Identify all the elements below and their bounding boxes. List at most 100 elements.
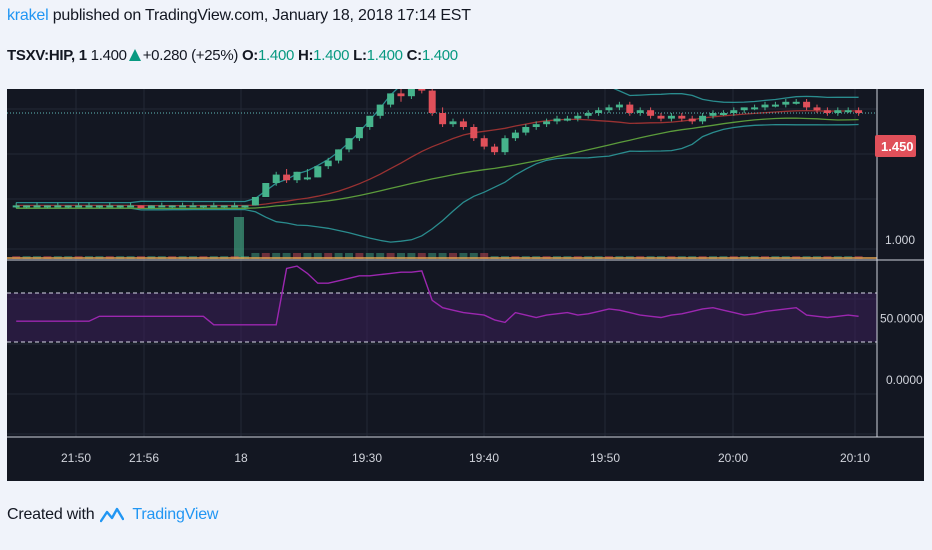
moving-average-fast [16, 109, 859, 207]
publish-text: published on TradingView.com, January 18… [48, 7, 471, 24]
tradingview-logo-icon[interactable] [100, 506, 125, 524]
open-label: O: [241, 47, 259, 64]
volume-bar [365, 253, 374, 259]
candle-body [251, 197, 259, 206]
candle-body [75, 205, 83, 208]
candle-body [782, 101, 790, 105]
volume-bar [272, 253, 281, 259]
candle-body [688, 118, 696, 122]
volume-bar [324, 253, 333, 259]
candle-body [33, 205, 41, 208]
candle-body [43, 205, 51, 208]
candle-body [199, 205, 207, 208]
high-label: H: [297, 47, 314, 64]
candle-body [272, 174, 280, 183]
volume-bar [376, 253, 385, 259]
candle-body [449, 121, 457, 125]
candle-body [85, 205, 93, 208]
rsi-band-fill [7, 293, 877, 342]
candle-body [543, 121, 551, 125]
candle-body [813, 107, 821, 111]
volume-bar [459, 253, 468, 259]
candle-body [553, 118, 561, 122]
time-tick-label: 20:10 [840, 451, 870, 465]
candle-body [605, 107, 613, 111]
candle-body [127, 205, 135, 208]
candle-body [418, 89, 426, 91]
volume-bar [261, 253, 270, 259]
time-tick-label: 20:00 [718, 451, 748, 465]
candle-body [834, 110, 842, 113]
axes: 1.000 50.0000 0.0000 21:50 21:56 18 19:30 19:40… [7, 89, 924, 465]
candle-body [615, 104, 623, 108]
volume-bar [345, 253, 353, 259]
volume-bar [313, 253, 322, 259]
created-with-text: Created with [7, 506, 95, 523]
volume-spike [234, 217, 244, 259]
candle-body [719, 113, 727, 115]
footer: Created with TradingView [7, 506, 218, 524]
chart-background [7, 89, 924, 481]
candle-body [303, 177, 311, 180]
candle-body [189, 205, 197, 208]
tradingview-brand-link[interactable]: TradingView [132, 506, 219, 523]
high-value: 1.400 [313, 47, 350, 64]
candle-body [563, 118, 571, 121]
author-link[interactable]: krakel [7, 7, 49, 24]
candle-body [740, 107, 748, 111]
ticker-legend: TSXV:HIP, 1 1.400 +0.280 (+25%) O:1.400 H… [7, 47, 458, 64]
time-tick-label: 19:40 [469, 451, 499, 465]
candle-body [407, 89, 415, 97]
candle-body [324, 160, 332, 167]
candle-body [803, 101, 811, 108]
open-value: 1.400 [258, 47, 295, 64]
last-price-label: 1.450 [881, 139, 914, 154]
volume-bars [7, 217, 924, 261]
rsi-tick-label: 0.0000 [886, 373, 923, 387]
candle-body [210, 205, 218, 208]
candle-body [314, 166, 322, 178]
candle-body [459, 121, 467, 127]
candle-body [397, 93, 405, 97]
rsi-tick-label: 50.0000 [880, 312, 924, 326]
candle-body [678, 115, 686, 119]
volume-bar [469, 253, 478, 259]
ticker-symbol: TSXV:HIP, 1 [7, 47, 87, 64]
rsi-indicator [7, 265, 877, 343]
candle-body [387, 93, 395, 105]
candle-body [595, 110, 603, 113]
candle-body [771, 104, 779, 107]
volume-bar [355, 253, 364, 259]
volume-bar [303, 253, 312, 259]
candle-body [636, 110, 644, 113]
volume-bar [417, 253, 426, 259]
candle-body [855, 110, 863, 113]
time-tick-label: 19:30 [352, 451, 382, 465]
candle-body [428, 90, 436, 113]
volume-bar [397, 253, 405, 259]
bollinger-lower [16, 123, 859, 243]
price-change: +0.280 (+25%) [142, 47, 239, 64]
candle-body [491, 146, 499, 153]
candle-body [23, 205, 31, 208]
candle-body [751, 107, 759, 110]
candle-body [345, 138, 353, 150]
candle-body [480, 138, 488, 147]
low-label: L: [353, 47, 367, 64]
candle-body [179, 205, 187, 208]
volume-bar [282, 253, 291, 259]
candle-body [709, 113, 717, 116]
candle-body [501, 138, 509, 153]
volume-bar [407, 253, 416, 259]
volume-bar [449, 253, 457, 259]
candle-body [355, 127, 363, 139]
volume-bar [386, 253, 395, 259]
candle-body [470, 127, 478, 139]
price-chart[interactable]: 1.000 50.0000 0.0000 21:50 21:56 18 19:30 19:40… [7, 89, 924, 481]
candle-body [532, 124, 540, 127]
candle-body [241, 205, 249, 208]
bollinger-upper [16, 89, 859, 204]
candle-body [844, 110, 852, 113]
candle-body [823, 110, 831, 113]
candle-body [584, 113, 592, 116]
